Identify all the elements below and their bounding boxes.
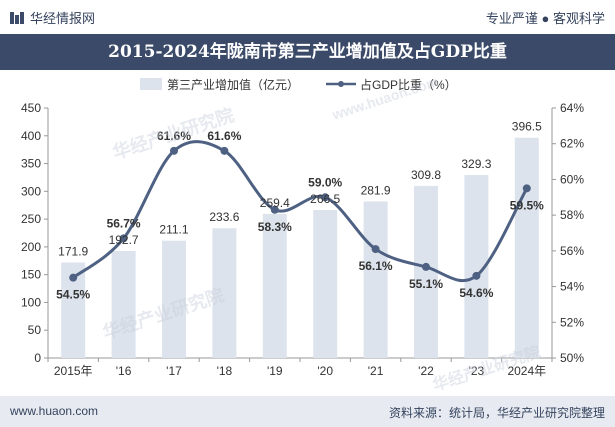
bar-value-label: 309.8 (411, 168, 441, 182)
top-bar: 华经情报网 专业严谨 ● 客观科学 (0, 0, 615, 34)
line-point (422, 262, 430, 271)
y-left-tick-label: 0 (34, 351, 41, 365)
line-value-label: 56.7% (107, 216, 141, 230)
y-right-tick-label: 56% (560, 244, 584, 258)
y-right-tick-label: 60% (560, 172, 584, 186)
brand-name: 华经情报网 (30, 11, 96, 26)
bar (514, 137, 539, 358)
bar (61, 262, 86, 358)
line-point (371, 245, 380, 254)
x-tick-label: '16 (116, 364, 132, 378)
y-left-tick-label: 100 (21, 295, 41, 309)
bar (414, 185, 438, 358)
y-right-tick-label: 54% (560, 280, 584, 294)
brand: 华经情报网 (10, 8, 95, 27)
y-right-tick-label: 52% (560, 315, 584, 329)
footer: www.huaon.com 资料来源：统计局，华经产业研究院整理 (0, 396, 615, 427)
line-value-label: 55.1% (409, 277, 443, 291)
bar-value-label: 211.1 (159, 223, 188, 237)
y-left-tick-label: 400 (21, 129, 41, 143)
line-point (170, 146, 178, 155)
bar (212, 228, 237, 358)
line-value-label: 61.6% (157, 129, 191, 143)
line-value-label: 58.3% (258, 220, 292, 234)
bar-value-label: 171.9 (58, 245, 88, 259)
bar (363, 201, 388, 358)
bar (313, 209, 338, 358)
x-tick-label: '21 (368, 364, 384, 378)
bar-value-label: 329.3 (461, 157, 491, 171)
bar-value-label: 192.7 (109, 233, 139, 247)
line-point (270, 205, 279, 214)
line-value-label: 59.5% (510, 198, 544, 212)
line-value-label: 54.6% (459, 286, 493, 300)
line-point (522, 184, 531, 193)
bar-value-label: 233.6 (209, 210, 239, 224)
line-point (472, 271, 481, 280)
line-value-label: 59.0% (308, 175, 342, 189)
bar-value-label: 281.9 (361, 183, 391, 197)
y-right-tick-label: 50% (560, 351, 584, 365)
y-left-tick-label: 450 (21, 101, 41, 115)
x-tick-label: 2024年 (507, 364, 546, 378)
x-tick-label: '23 (469, 364, 485, 378)
x-tick-label: 2015年 (54, 364, 93, 378)
line-point (119, 234, 128, 243)
x-tick-label: '22 (418, 364, 434, 378)
y-right-tick-label: 64% (560, 101, 584, 115)
legend-bar-label: 第三产业增加值（亿元） (167, 77, 299, 92)
y-right-tick-label: 62% (560, 137, 584, 151)
bar (111, 250, 136, 358)
line-point (69, 273, 78, 282)
bar-value-label: 396.5 (512, 120, 542, 134)
y-left-tick-label: 200 (21, 240, 41, 254)
series-line (72, 140, 529, 283)
footer-source: 资料来源：统计局，华经产业研究院整理 (388, 406, 605, 420)
legend-line-label: 占GDP比重（%） (360, 77, 457, 92)
bar (262, 213, 287, 358)
bar (162, 240, 186, 358)
brand-logo-icon (10, 11, 24, 25)
y-left-tick-label: 350 (21, 157, 41, 171)
x-tick-label: '17 (166, 364, 182, 378)
legend-bar-swatch (140, 78, 162, 90)
y-left-tick-label: 300 (21, 184, 41, 198)
x-tick-label: '18 (217, 364, 233, 378)
bar-value-label: 266.5 (310, 192, 340, 206)
y-right-tick-label: 58% (560, 208, 584, 222)
line-point (220, 146, 229, 155)
y-left-tick-label: 150 (21, 268, 41, 282)
line-point (321, 193, 330, 202)
chart-title: 2015-2024年陇南市第三产业增加值及占GDP比重 (0, 34, 615, 70)
legend-line-marker (338, 81, 344, 87)
line-value-label: 56.1% (359, 259, 393, 273)
bar-value-label: 259.4 (260, 196, 290, 210)
footer-website: www.huaon.com (10, 404, 99, 418)
x-tick-label: '19 (267, 364, 283, 378)
line-value-label: 61.6% (207, 129, 241, 143)
line-value-label: 54.5% (56, 288, 90, 302)
x-tick-label: '20 (317, 364, 333, 378)
tagline: 专业严谨 ● 客观科学 (485, 11, 605, 26)
y-left-tick-label: 50 (28, 323, 42, 337)
y-left-tick-label: 250 (21, 212, 41, 226)
chart: 第三产业增加值（亿元） 占GDP比重（%） 0 50 100 150 200 250 300 35… (21, 77, 584, 378)
